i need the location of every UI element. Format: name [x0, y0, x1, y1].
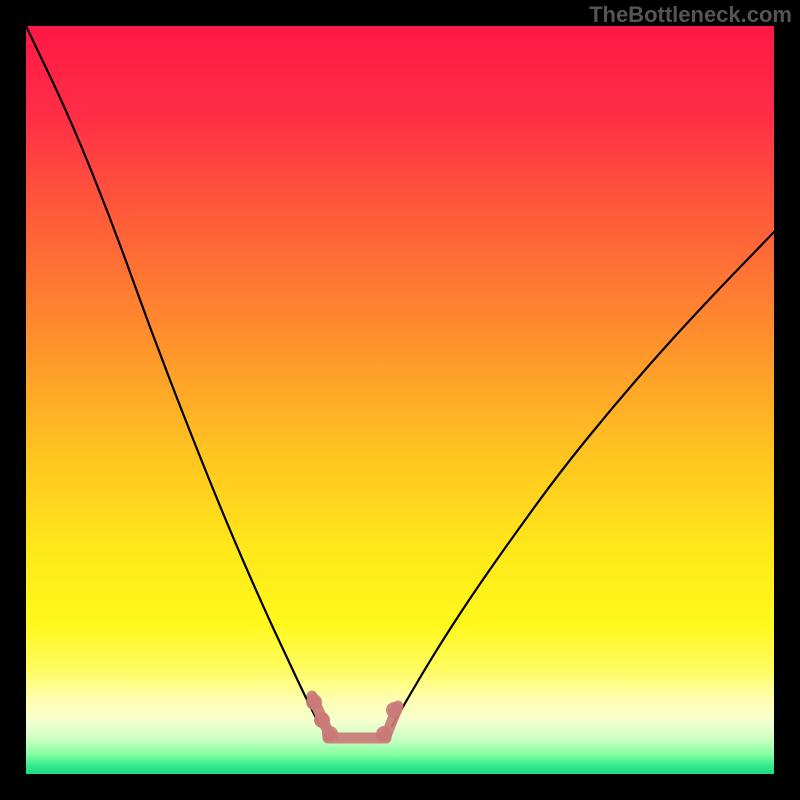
watermark-label: TheBottleneck.com — [589, 2, 792, 28]
bottleneck-chart — [0, 0, 800, 800]
chart-container: TheBottleneck.com — [0, 0, 800, 800]
